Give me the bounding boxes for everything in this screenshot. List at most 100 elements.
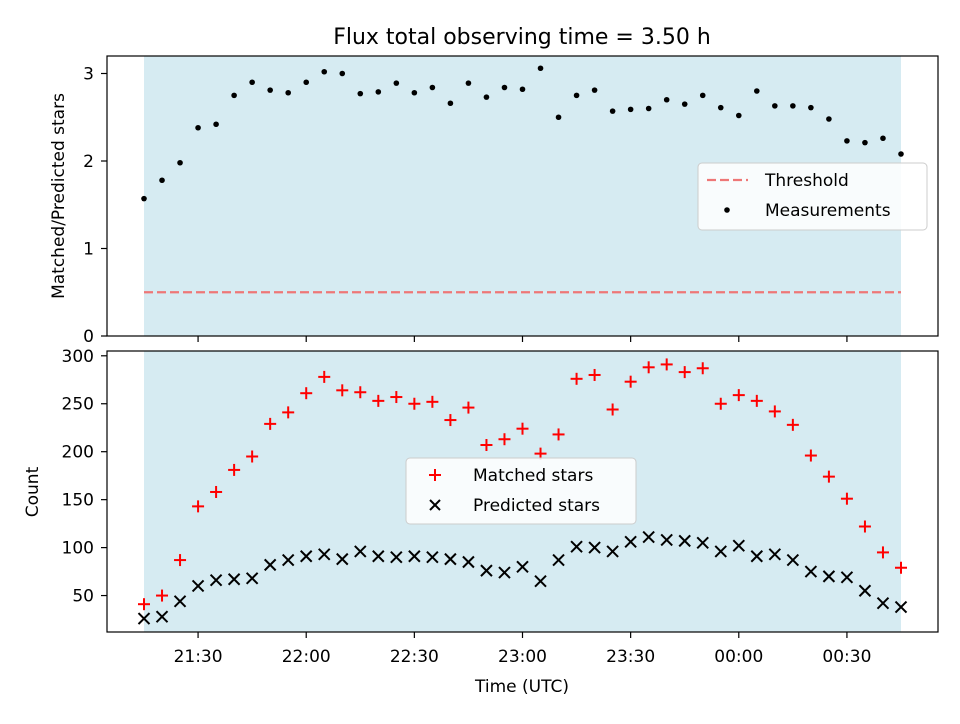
matched-star-point	[480, 438, 493, 451]
predicted-star-point	[426, 550, 439, 564]
measurement-point	[754, 88, 760, 94]
bottom-x-tick-label: 00:00	[714, 647, 763, 667]
matched-star-point	[300, 387, 313, 400]
bottom-x-tick-label: 21:30	[174, 647, 223, 667]
legend-predicted-swatch	[429, 499, 441, 511]
predicted-star-point	[390, 550, 403, 564]
matched-star-point	[498, 433, 511, 446]
predicted-star-point	[786, 553, 800, 567]
bottom-legend-box	[405, 457, 637, 525]
matched-star-point	[174, 554, 187, 567]
bottom-y-tick-label: 250	[62, 395, 94, 415]
predicted-star-point	[498, 566, 511, 579]
predicted-star-point	[714, 545, 727, 558]
top-axes: 0 1 2 3 Matched/Predicted stars Threshold M…	[49, 55, 939, 347]
top-legend-box	[697, 162, 928, 231]
measurement-point	[681, 101, 688, 107]
matched-star-point	[570, 372, 583, 385]
predicted-star-point	[444, 552, 457, 566]
matched-star-point	[696, 362, 709, 375]
measurement-point	[141, 195, 147, 202]
matched-stars-points	[138, 358, 907, 611]
measurement-point	[231, 92, 237, 99]
matched-star-point	[282, 406, 295, 419]
legend-measurements-label: Measurements	[765, 201, 891, 221]
top-y-tick-label: 1	[83, 240, 94, 260]
measurement-point	[808, 104, 814, 111]
bottom-x-tick-label: 23:00	[498, 647, 547, 667]
matched-star-point	[390, 391, 403, 404]
measurement-point	[501, 84, 508, 91]
matched-star-point	[246, 450, 259, 463]
bottom-y-tick-label: 150	[62, 491, 94, 511]
measurement-point	[483, 94, 490, 100]
matched-star-point	[678, 366, 691, 379]
matched-star-point	[408, 397, 421, 410]
top-y-tick-label: 3	[83, 65, 94, 85]
predicted-star-point	[696, 536, 709, 550]
predicted-star-point	[750, 550, 764, 563]
measurement-point	[880, 135, 886, 142]
bottom-y-tick-label: 300	[62, 347, 94, 367]
matched-star-point	[624, 375, 637, 388]
matched-star-point	[318, 370, 331, 383]
matched-star-point	[336, 384, 349, 397]
measurement-point	[573, 92, 580, 99]
predicted-star-point	[173, 595, 187, 608]
matched-star-point	[768, 405, 781, 418]
top-x-ticks	[197, 336, 848, 342]
predicted-star-point	[462, 555, 475, 569]
matched-star-point	[156, 589, 169, 602]
matched-star-point	[642, 361, 655, 374]
measurement-point	[627, 106, 634, 113]
predicted-star-point	[354, 545, 367, 558]
predicted-star-point	[281, 553, 295, 567]
top-y-tick-label: 0	[83, 327, 94, 347]
predicted-star-point	[624, 535, 637, 549]
measurement-point	[717, 104, 724, 111]
bottom-y-ticks: 50 100 150 200 250 300	[62, 347, 107, 607]
top-y-ticks: 0 1 2 3	[83, 65, 107, 347]
matched-star-point	[822, 470, 835, 483]
predicted-stars-points	[137, 530, 908, 625]
measurement-point	[645, 105, 652, 112]
matched-star-point	[714, 397, 727, 410]
measurement-point	[591, 87, 598, 93]
predicted-star-point	[894, 600, 908, 614]
matched-star-point	[264, 417, 277, 430]
x-axis-label: Time (UTC)	[474, 677, 569, 697]
measurement-point	[537, 65, 544, 72]
predicted-star-point	[642, 530, 655, 544]
bottom-x-tick-label: 22:00	[282, 647, 331, 667]
measurement-point	[790, 103, 796, 109]
legend-predicted-label: Predicted stars	[473, 496, 600, 516]
measurement-point	[555, 114, 562, 121]
predicted-star-point	[840, 571, 854, 584]
predicted-star-point	[534, 574, 547, 588]
matched-star-point	[192, 500, 205, 513]
measurement-point	[735, 112, 742, 119]
matched-star-point	[750, 394, 763, 407]
predicted-star-point	[227, 573, 241, 586]
top-y-tick-label: 2	[83, 152, 94, 172]
legend-measurements-swatch	[724, 207, 730, 213]
bottom-x-tick-label: 00:30	[822, 647, 871, 667]
measurement-point	[195, 124, 201, 131]
bottom-y-tick-label: 100	[62, 539, 94, 559]
matched-star-point	[426, 395, 439, 408]
predicted-star-point	[480, 564, 493, 577]
top-axes-frame	[106, 55, 939, 337]
predicted-star-point	[588, 541, 601, 554]
bottom-y-tick-label: 200	[62, 443, 94, 463]
predicted-star-point	[552, 553, 565, 567]
predicted-star-point	[155, 610, 169, 623]
measurement-point	[772, 103, 778, 109]
matched-star-point	[588, 368, 601, 381]
measurement-point	[826, 116, 832, 122]
measurement-point	[177, 159, 183, 166]
predicted-star-point	[372, 550, 385, 563]
bottom-x-ticks: 21:30 22:00 22:30 23:00 23:30 00:00 00:30	[174, 632, 871, 667]
matched-star-point	[786, 418, 799, 431]
measurement-point	[249, 79, 255, 86]
bottom-x-tick-label: 22:30	[390, 647, 439, 667]
